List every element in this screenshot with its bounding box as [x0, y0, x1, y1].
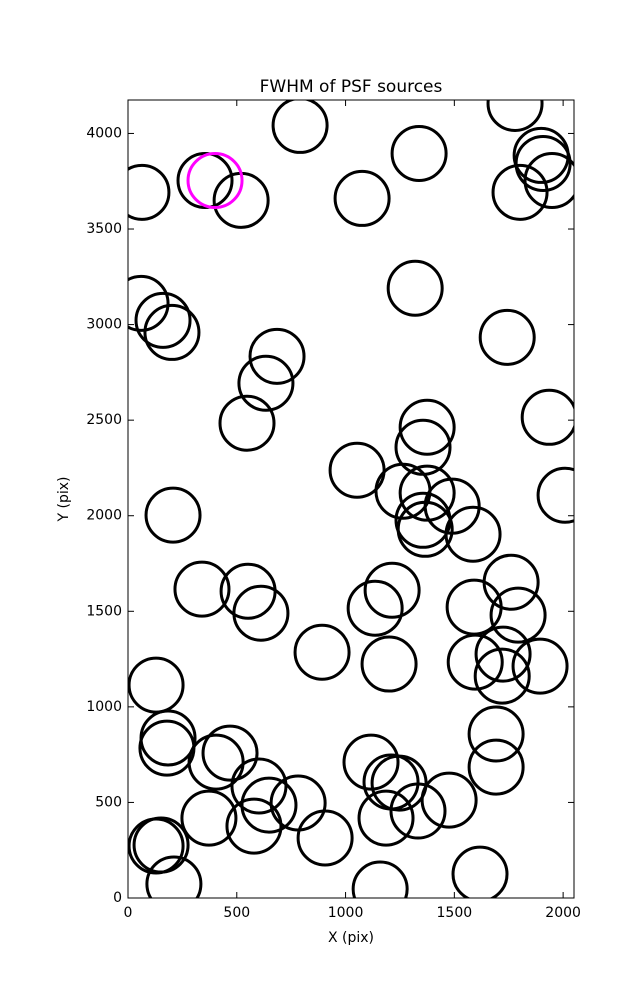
source-circle — [187, 733, 245, 791]
source-circle — [357, 789, 415, 847]
y-tick-label: 1500 — [86, 603, 122, 619]
source-circle — [180, 789, 238, 847]
source-circle — [467, 738, 525, 796]
source-circle — [139, 709, 197, 767]
x-tick-label: 500 — [223, 905, 250, 921]
source-circle — [248, 327, 306, 385]
plot-frame — [127, 99, 575, 899]
source-circle — [390, 125, 448, 183]
x-tick-label: 0 — [124, 905, 133, 921]
y-tick-label: 1000 — [86, 699, 122, 715]
source-circle — [370, 754, 428, 812]
source-circle — [389, 782, 447, 840]
source-circle — [514, 134, 572, 192]
y-tick-label: 3000 — [86, 317, 122, 333]
source-circle — [144, 486, 202, 544]
source-circle — [474, 625, 532, 683]
source-circle — [128, 274, 170, 332]
source-circle — [346, 579, 404, 637]
x-tick-label: 1500 — [437, 905, 473, 921]
source-circle — [271, 100, 329, 154]
y-tick-label: 4000 — [86, 125, 122, 141]
x-tick-label: 1000 — [328, 905, 364, 921]
source-circle — [396, 500, 454, 558]
source-circle — [446, 633, 504, 691]
source-circle — [489, 586, 547, 644]
x-tick-label: 2000 — [545, 905, 581, 921]
source-circle — [491, 163, 549, 221]
source-circle — [333, 169, 391, 227]
source-circle — [201, 724, 259, 782]
source-circle — [134, 291, 192, 349]
source-circle — [523, 151, 574, 209]
source-circle — [420, 771, 478, 829]
y-axis-label: Y (pix) — [56, 477, 72, 523]
y-tick-label: 3500 — [86, 221, 122, 237]
source-circle — [128, 163, 171, 221]
source-circle — [360, 635, 418, 693]
source-circle — [293, 623, 351, 681]
source-circle — [386, 259, 444, 317]
source-circle — [237, 354, 295, 412]
source-circle — [132, 816, 190, 874]
source-circle — [374, 462, 432, 520]
source-circle — [363, 561, 421, 619]
source-circle — [296, 809, 354, 867]
source-circle — [232, 584, 290, 642]
source-circle — [486, 100, 544, 132]
y-tick-label: 500 — [95, 794, 122, 810]
chart-title: FWHM of PSF sources — [260, 77, 443, 97]
plot-area — [128, 100, 574, 898]
source-circle — [143, 303, 201, 361]
source-circle — [186, 151, 244, 209]
source-circle — [145, 855, 203, 898]
source-circle — [240, 776, 298, 834]
source-circle — [351, 860, 409, 898]
source-circle — [398, 398, 456, 456]
source-circle — [467, 705, 525, 763]
source-circle — [398, 464, 456, 522]
source-circle — [176, 151, 234, 209]
source-circle — [520, 388, 574, 446]
source-circle — [138, 719, 196, 777]
y-tick-label: 0 — [113, 890, 122, 906]
source-circle — [225, 797, 283, 855]
y-tick-label: 2000 — [86, 508, 122, 524]
source-circle — [511, 637, 569, 695]
source-circle — [173, 560, 231, 618]
source-circle — [482, 553, 540, 611]
source-circle — [451, 845, 509, 898]
source-circle — [128, 656, 185, 714]
y-tick-label: 2500 — [86, 412, 122, 428]
x-axis-label: X (pix) — [328, 930, 374, 946]
source-circle — [478, 308, 536, 366]
source-circle — [473, 647, 531, 705]
source-circle — [342, 733, 400, 791]
source-circle — [536, 466, 574, 524]
source-circle — [444, 505, 502, 563]
source-circle — [218, 394, 276, 452]
